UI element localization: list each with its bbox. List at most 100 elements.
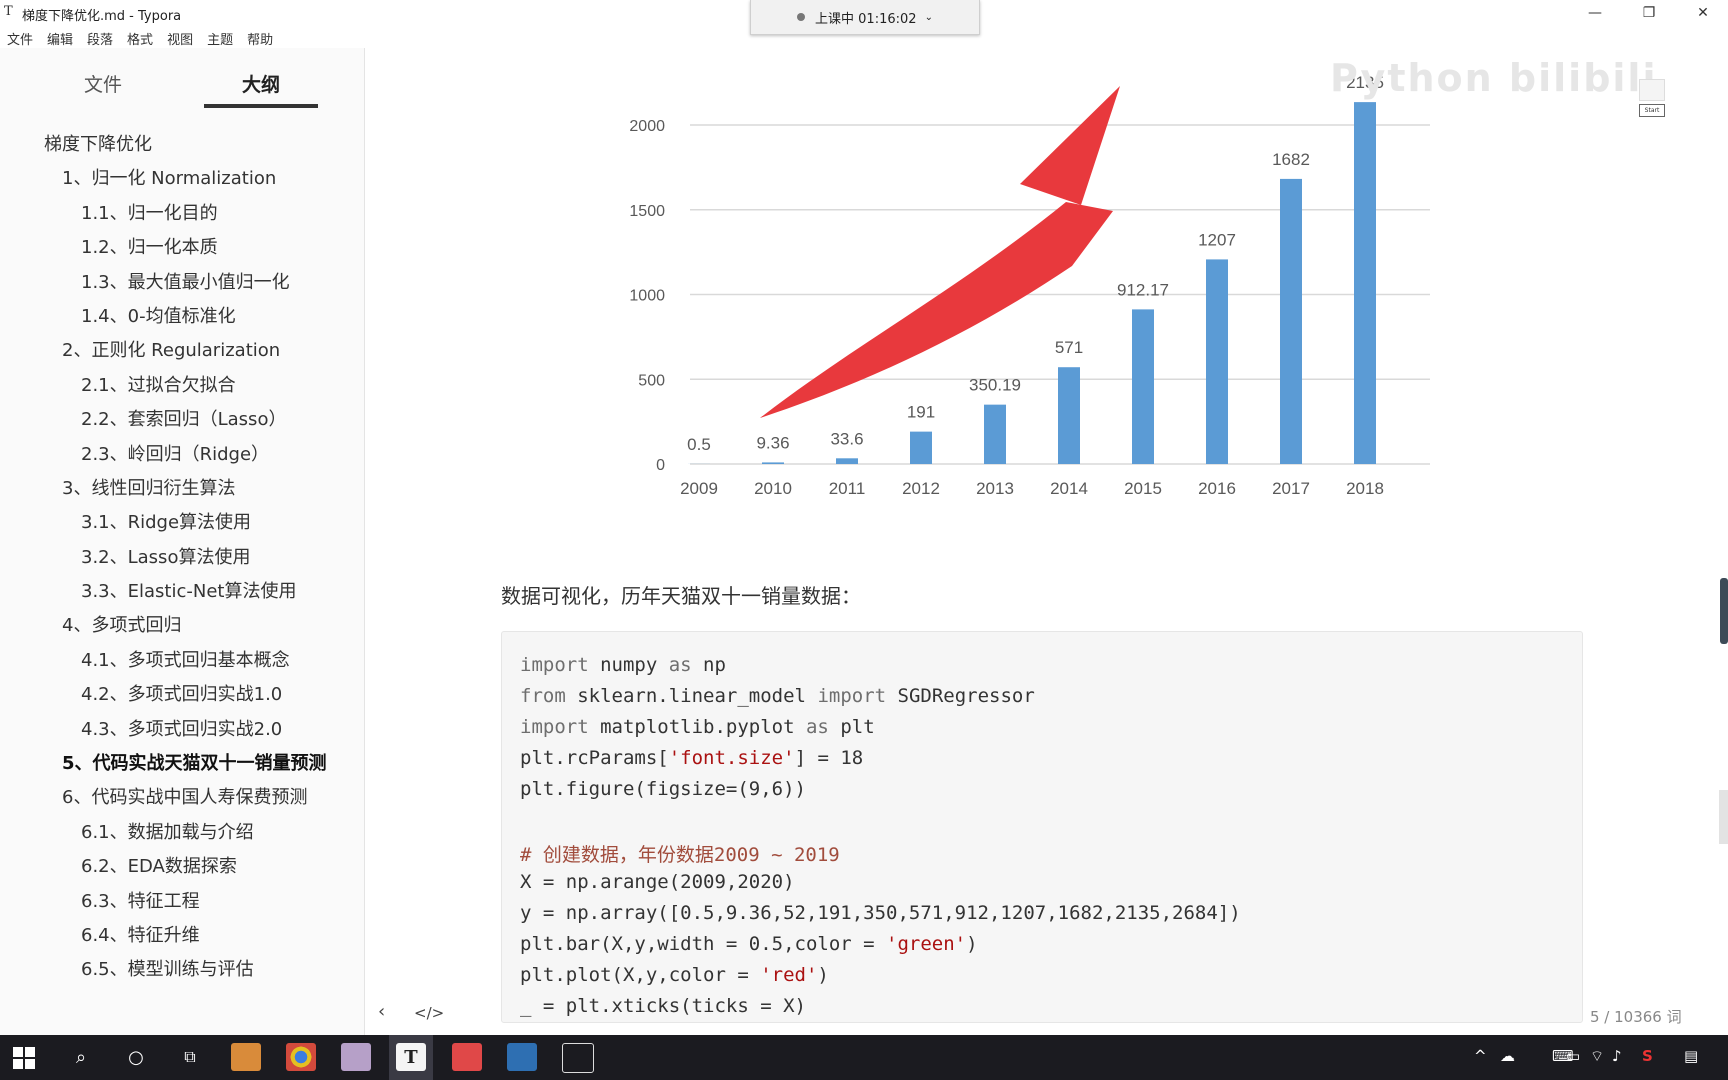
bar — [762, 462, 784, 464]
code-line: _ = plt.xticks(ticks = X) — [520, 995, 806, 1017]
sogou-input-icon[interactable]: S — [1642, 1047, 1653, 1065]
tray-expand-icon[interactable]: ^ — [1474, 1047, 1487, 1065]
growth-arrow-shaft — [760, 202, 1113, 418]
active-tab-indicator — [204, 104, 318, 108]
y-tick-label: 1500 — [629, 203, 665, 220]
outline-item[interactable]: 1.2、归一化本质 — [81, 237, 218, 259]
bar — [984, 404, 1006, 464]
battery-icon[interactable]: ▭ — [1566, 1047, 1581, 1065]
menu-edit[interactable]: 编辑 — [47, 33, 74, 48]
minimize-icon: — — [1588, 5, 1602, 21]
menu-view[interactable]: 视图 — [167, 33, 194, 48]
x-tick-label: 2012 — [902, 479, 940, 498]
recording-status-pill[interactable]: 上课中 01:16:02 ⌄ — [750, 0, 980, 35]
x-tick-label: 2015 — [1124, 479, 1162, 498]
outline-item[interactable]: 4.2、多项式回归实战1.0 — [81, 684, 283, 706]
maximize-icon: ❐ — [1642, 5, 1656, 21]
bar — [836, 458, 858, 464]
windows-start-icon[interactable] — [13, 1047, 35, 1069]
outline-item[interactable]: 梯度下降优化 — [44, 134, 152, 155]
menu-file[interactable]: 文件 — [7, 33, 34, 48]
volume-icon[interactable]: ♪ — [1612, 1047, 1622, 1065]
source-code-mode-icon[interactable]: </> — [414, 1004, 445, 1022]
code-line: plt.bar(X,y,width = 0.5,color = 'green') — [520, 933, 978, 955]
pdf-reader-icon[interactable] — [452, 1043, 482, 1071]
recording-dot-icon — [797, 13, 806, 21]
code-line: X = np.arange(2009,2020) — [520, 871, 795, 893]
file-explorer-icon[interactable] — [231, 1043, 261, 1071]
task-view-icon[interactable]: ⧉ — [184, 1047, 196, 1066]
outline-item[interactable]: 6、代码实战中国人寿保费预测 — [62, 787, 308, 809]
outline-item[interactable]: 1、归一化 Normalization — [62, 168, 277, 190]
side-dock-handle[interactable] — [1720, 578, 1728, 644]
code-line: import numpy as np — [520, 654, 726, 676]
notification-icon[interactable]: ▤ — [1684, 1047, 1699, 1065]
cortana-icon[interactable]: ○ — [128, 1046, 144, 1068]
outline-item[interactable]: 3、线性回归衍生算法 — [62, 477, 236, 499]
code-block[interactable]: import numpy as np from sklearn.linear_m… — [501, 631, 1583, 1023]
x-tick-label: 2017 — [1272, 479, 1310, 498]
outline-item[interactable]: 3.1、Ridge算法使用 — [81, 512, 252, 534]
outline-item[interactable]: 2、正则化 Regularization — [62, 340, 281, 362]
maximize-button[interactable]: ❐ — [1624, 0, 1674, 26]
window-app-icon[interactable] — [562, 1043, 594, 1073]
video-app-icon[interactable] — [507, 1043, 537, 1071]
y-tick-label: 1000 — [629, 288, 665, 305]
menu-theme[interactable]: 主题 — [207, 33, 234, 48]
word-count[interactable]: 5 / 10366 词 — [1590, 1008, 1682, 1026]
outline-item[interactable]: 2.3、岭回归（Ridge） — [81, 443, 270, 465]
code-line: import matplotlib.pyplot as plt — [520, 716, 875, 738]
outline-item[interactable]: 1.1、归一化目的 — [81, 202, 218, 224]
sidebar: 文件 大纲 梯度下降优化 1、归一化 Normalization 1.1、归一化目的… — [0, 48, 444, 1035]
x-tick-label: 2014 — [1050, 479, 1088, 498]
x-tick-label: 2011 — [829, 479, 866, 498]
outline-item[interactable]: 5、代码实战天猫双十一销量预测 — [62, 753, 327, 775]
sidebar-footer: ‹ </> — [0, 995, 444, 1035]
wifi-icon[interactable]: ⌔ — [1590, 1047, 1605, 1065]
keyboard-icon[interactable]: ⌨ — [1552, 1047, 1574, 1065]
scrollbar-thumb[interactable] — [1719, 790, 1728, 844]
x-tick-label: 2009 — [680, 479, 718, 498]
start-button[interactable]: Start — [1639, 104, 1665, 117]
menu-help[interactable]: 帮助 — [247, 33, 274, 48]
outline-item[interactable]: 1.3、最大值最小值归一化 — [81, 271, 290, 293]
typora-taskbar-icon[interactable]: T — [396, 1043, 426, 1071]
outline-item[interactable]: 2.2、套索回归（Lasso） — [81, 409, 287, 431]
chrome-icon[interactable] — [286, 1043, 316, 1071]
outline-item[interactable]: 3.3、Elastic-Net算法使用 — [81, 581, 297, 603]
tab-outline[interactable]: 大纲 — [241, 74, 280, 96]
outline-item[interactable]: 4.1、多项式回归基本概念 — [81, 649, 290, 671]
outline-item[interactable]: 6.2、EDA数据探索 — [81, 856, 237, 878]
outline-item[interactable]: 6.4、特征升维 — [81, 924, 200, 946]
app-icon[interactable] — [341, 1043, 371, 1071]
chevron-left-icon[interactable]: ‹ — [378, 1001, 386, 1022]
outline-item[interactable]: 3.2、Lasso算法使用 — [81, 546, 251, 568]
bar — [1206, 259, 1228, 464]
paragraph-text: 数据可视化，历年天猫双十一销量数据： — [501, 584, 861, 608]
cloud-icon[interactable]: ☁ — [1500, 1047, 1515, 1065]
data-label: 350.19 — [969, 376, 1021, 395]
close-button[interactable]: ✕ — [1678, 0, 1728, 26]
data-label: 1682 — [1272, 150, 1310, 169]
outline-item[interactable]: 1.4、0-均值标准化 — [81, 305, 236, 327]
window-title: 梯度下降优化.md - Typora — [22, 9, 182, 24]
search-icon[interactable]: ⌕ — [75, 1046, 87, 1068]
bar — [1280, 178, 1302, 464]
outline-item[interactable]: 6.5、模型训练与评估 — [81, 959, 254, 981]
outline-item[interactable]: 6.3、特征工程 — [81, 890, 200, 912]
bar — [1354, 102, 1376, 465]
recording-label: 上课中 01:16:02 — [815, 11, 917, 27]
outline-item[interactable]: 6.1、数据加载与介绍 — [81, 821, 254, 843]
outline-item[interactable]: 4.3、多项式回归实战2.0 — [81, 718, 283, 740]
menu-paragraph[interactable]: 段落 — [87, 33, 114, 48]
x-tick-label: 2018 — [1346, 479, 1384, 498]
tab-files[interactable]: 文件 — [83, 74, 122, 96]
outline-item[interactable]: 2.1、过拟合欠拟合 — [81, 374, 236, 396]
x-tick-label: 2016 — [1198, 479, 1236, 498]
menu-format[interactable]: 格式 — [127, 33, 154, 48]
minimize-button[interactable]: — — [1570, 0, 1620, 26]
outline-item[interactable]: 4、多项式回归 — [62, 615, 182, 637]
code-line: y = np.array([0.5,9.36,52,191,350,571,91… — [520, 902, 1241, 924]
data-label: 912.17 — [1117, 280, 1169, 299]
chevron-down-icon: ⌄ — [924, 11, 933, 23]
